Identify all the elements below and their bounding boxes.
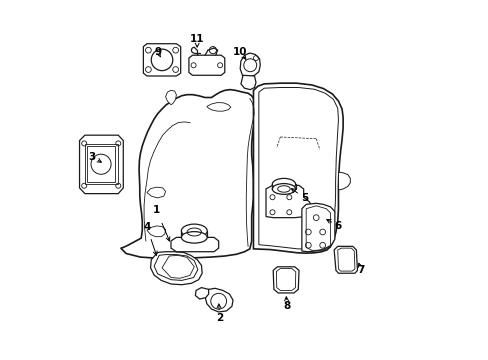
Polygon shape <box>253 83 343 253</box>
Polygon shape <box>204 288 233 312</box>
Polygon shape <box>150 252 202 285</box>
Polygon shape <box>165 90 176 105</box>
Polygon shape <box>195 288 208 299</box>
Text: 8: 8 <box>283 301 290 311</box>
Polygon shape <box>333 246 357 273</box>
Polygon shape <box>147 187 165 198</box>
Polygon shape <box>143 44 180 76</box>
Text: 5: 5 <box>301 193 308 203</box>
Text: 9: 9 <box>154 46 161 57</box>
Text: 7: 7 <box>357 265 365 275</box>
Ellipse shape <box>181 224 207 238</box>
Polygon shape <box>241 75 255 90</box>
Text: 1: 1 <box>153 206 160 216</box>
Text: 3: 3 <box>88 152 96 162</box>
Polygon shape <box>121 90 257 258</box>
Polygon shape <box>273 267 298 293</box>
Polygon shape <box>147 226 165 237</box>
Polygon shape <box>301 203 334 252</box>
Text: 6: 6 <box>334 221 342 231</box>
Text: 2: 2 <box>215 313 223 323</box>
Polygon shape <box>206 103 230 111</box>
Polygon shape <box>188 55 224 75</box>
Polygon shape <box>240 53 260 77</box>
Text: 4: 4 <box>143 222 150 232</box>
Polygon shape <box>80 135 123 194</box>
Polygon shape <box>265 185 312 218</box>
Ellipse shape <box>181 231 207 243</box>
Polygon shape <box>338 172 349 190</box>
Text: 10: 10 <box>232 46 247 57</box>
Ellipse shape <box>272 179 295 190</box>
Ellipse shape <box>272 184 295 194</box>
Text: 11: 11 <box>189 35 204 44</box>
Polygon shape <box>171 237 218 252</box>
